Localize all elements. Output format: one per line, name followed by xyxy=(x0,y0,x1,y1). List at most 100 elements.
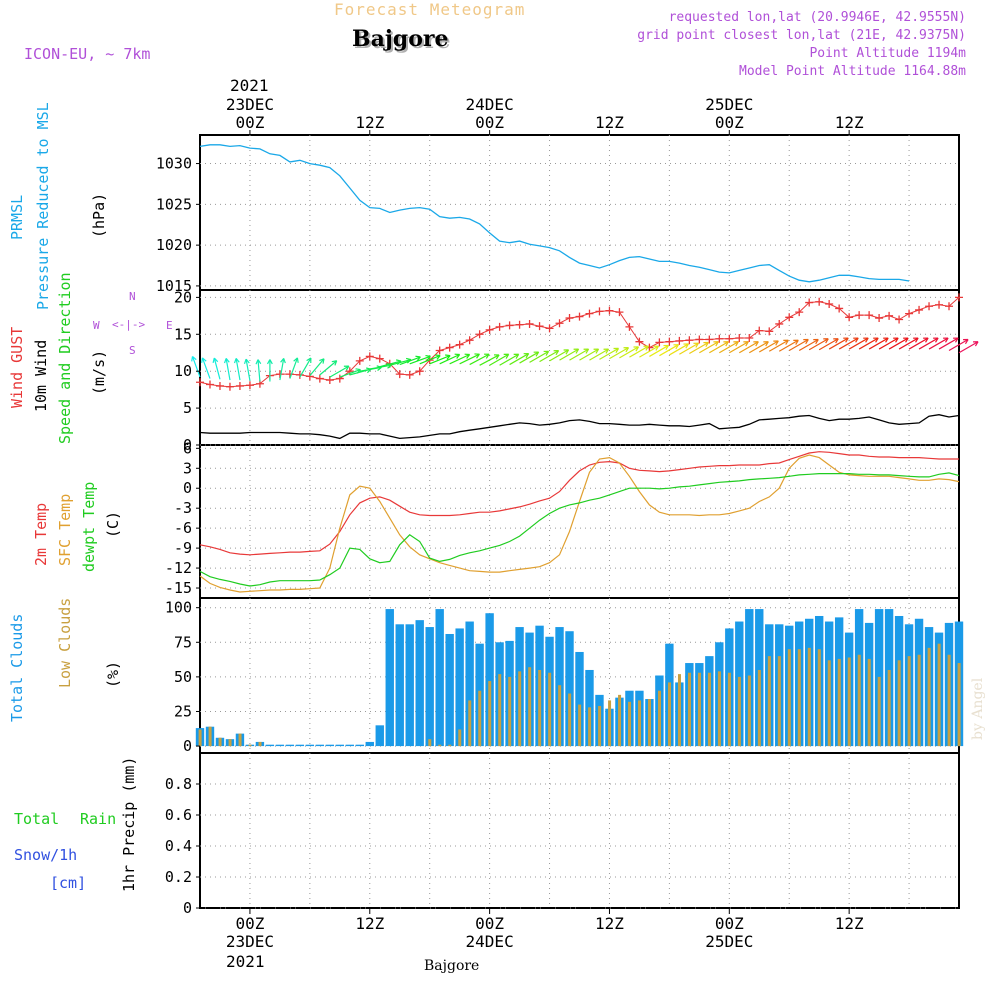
y-tick-label: 75 xyxy=(174,633,192,651)
wind-arrow-head xyxy=(474,353,480,359)
wind-arrow xyxy=(908,337,929,350)
compass-arrows: <-|-> xyxy=(112,318,146,331)
total-cloud-bar xyxy=(345,744,354,747)
wind-arrow xyxy=(245,359,251,381)
low-cloud-bar xyxy=(907,656,911,747)
gust-marker xyxy=(605,306,614,315)
low-cloud-bar xyxy=(228,739,232,747)
wind-arrow-head xyxy=(343,365,350,371)
gust-marker xyxy=(855,311,864,320)
wind-arrow-head xyxy=(523,352,530,359)
low-cloud-bar xyxy=(578,704,582,747)
y-tick-label: 0.4 xyxy=(165,837,192,855)
wind-arrow-head xyxy=(653,345,659,351)
wind-arrow-head xyxy=(873,337,879,343)
low-cloud-bar xyxy=(927,647,931,747)
gust-marker xyxy=(665,337,674,346)
top-hour-label: 00Z xyxy=(475,113,504,132)
low-cloud-bar xyxy=(558,685,562,747)
wind-arrow xyxy=(549,349,569,362)
wind-arrow-head xyxy=(813,338,819,345)
y-tick-label: 0 xyxy=(183,737,192,755)
wind-arrow xyxy=(201,357,211,379)
wind-arrow-head xyxy=(863,337,869,343)
bottom-hour-label: 00Z xyxy=(715,914,744,933)
low-cloud-bar xyxy=(657,690,661,747)
wind-arrow-head xyxy=(883,337,889,343)
y-tick-label: 0.8 xyxy=(165,775,192,793)
gust-marker xyxy=(955,293,963,302)
low-cloud-bar xyxy=(248,744,252,747)
wind-arrow-head xyxy=(923,337,929,343)
total-cloud-bar xyxy=(565,631,574,747)
wind-arrow-head xyxy=(223,358,230,364)
wind-arrow-head xyxy=(673,344,679,350)
wind-arrow xyxy=(808,338,829,351)
gust-marker xyxy=(555,319,564,328)
low-cloud-bar xyxy=(787,649,791,747)
wind-arrow xyxy=(579,348,599,361)
wind-arrow xyxy=(529,350,549,363)
wind-arrow xyxy=(329,365,350,378)
wind-arrow xyxy=(499,353,519,366)
gust-marker xyxy=(235,381,244,390)
low-cloud-bar xyxy=(448,744,452,747)
gust-marker xyxy=(595,307,604,316)
gust-marker xyxy=(615,308,624,317)
wind-arrow xyxy=(788,339,809,352)
top-hour-label: 00Z xyxy=(235,113,264,132)
total-cloud-bar xyxy=(425,627,434,747)
low-cloud-bar xyxy=(957,663,961,747)
wind-arrow xyxy=(928,337,949,350)
low-cloud-bar xyxy=(747,675,751,747)
low-cloud-bar xyxy=(827,660,831,747)
top-hour-label: 12Z xyxy=(355,113,384,132)
wind-arrow xyxy=(768,339,789,352)
y-tick-label: 0 xyxy=(183,899,192,917)
low-cloud-bar xyxy=(618,694,622,747)
low-cloud-bar xyxy=(917,654,921,747)
y-tick-label: 25 xyxy=(174,702,192,720)
wind-arrow-head xyxy=(893,337,899,343)
gust-marker xyxy=(415,367,424,376)
gust-marker xyxy=(695,335,704,344)
wind-arrow-head xyxy=(613,347,620,353)
wind-arrow-head xyxy=(633,346,640,352)
compass-e: E xyxy=(166,319,173,332)
gust-marker xyxy=(865,311,874,320)
low-cloud-bar xyxy=(717,671,721,747)
low-cloud-bar xyxy=(777,656,781,747)
low-cloud-bar xyxy=(837,658,841,747)
gust-marker xyxy=(845,313,854,322)
gust-marker xyxy=(875,314,884,323)
low-cloud-bar xyxy=(208,726,212,747)
wind-arrow-head xyxy=(543,350,550,356)
wind-arrow-head xyxy=(943,337,949,343)
bottom-hour-label: 12Z xyxy=(595,914,624,933)
wind-arrow xyxy=(848,337,869,350)
gust-marker xyxy=(675,336,684,345)
bottom-hour-label: 12Z xyxy=(835,914,864,933)
point-altitude: Point Altitude 1194m xyxy=(809,46,966,61)
wind-arrow-head xyxy=(973,341,979,347)
wind-arrow xyxy=(858,337,879,350)
gust-marker xyxy=(465,336,474,345)
low-cloud-bar xyxy=(538,669,542,747)
wind-arrow xyxy=(309,358,325,377)
wind-arrow xyxy=(279,358,285,381)
gust-marker xyxy=(735,333,744,342)
wind-arrow xyxy=(399,356,421,366)
low-cloud-bar xyxy=(648,699,652,747)
wind-arrow xyxy=(629,345,649,358)
wind-arrow-head xyxy=(243,358,250,365)
wind-arrow-head xyxy=(425,354,431,361)
wind-arrow-head xyxy=(763,341,769,347)
bottom-hour-label: 00Z xyxy=(235,914,264,933)
total-cloud-bar xyxy=(485,613,494,747)
wind-arrow-head xyxy=(553,349,560,356)
wind-arrow-head xyxy=(503,353,510,359)
gust-marker xyxy=(885,311,894,320)
gust-marker xyxy=(655,338,664,347)
wind-arrow xyxy=(888,337,909,350)
y-tick-label: 100 xyxy=(165,599,192,617)
